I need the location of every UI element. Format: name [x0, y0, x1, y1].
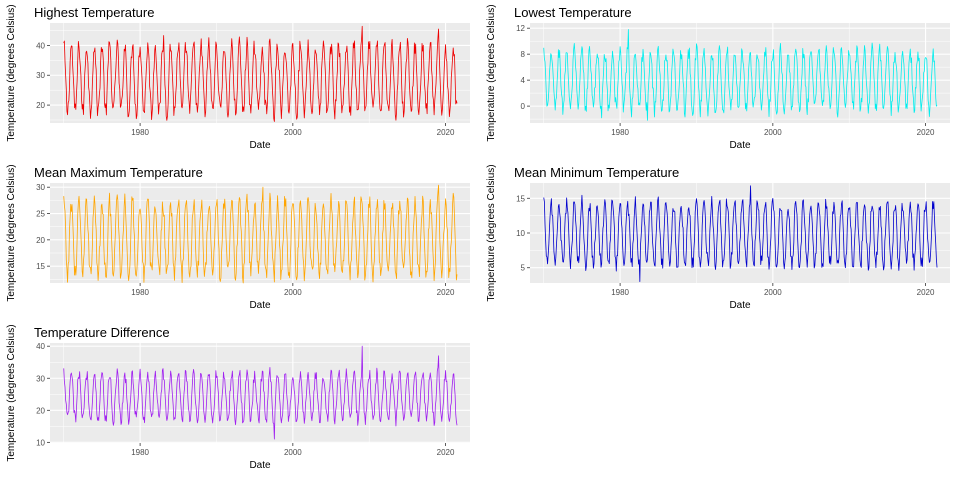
x-tick-label: 2000: [764, 128, 782, 137]
y-axis-label: Temperature (degrees Celsius): [6, 164, 17, 301]
y-tick-label: 20: [36, 101, 45, 110]
x-axis-label: Date: [249, 460, 271, 471]
x-axis-label: Date: [249, 300, 271, 311]
series-line: [63, 345, 458, 440]
x-tick-label: 1980: [611, 288, 629, 297]
x-tick-label: 1980: [131, 448, 149, 457]
y-axis-label: Temperature (degrees Celsius): [486, 4, 497, 141]
x-tick-label: 2000: [284, 128, 302, 137]
x-axis-label: Date: [729, 140, 751, 151]
chart-title: Lowest Temperature: [514, 5, 632, 20]
panel-background: [50, 343, 470, 443]
x-tick-label: 2020: [437, 448, 455, 457]
x-tick-label: 2020: [917, 288, 935, 297]
y-tick-label: 5: [521, 264, 526, 273]
y-tick-label: 0: [521, 102, 526, 111]
x-tick-label: 1980: [131, 128, 149, 137]
y-axis-label: Temperature (degrees Celsius): [6, 4, 17, 141]
x-tick-label: 2020: [437, 128, 455, 137]
y-axis-label: Temperature (degrees Celsius): [6, 324, 17, 461]
series-line: [63, 25, 458, 122]
y-tick-label: 4: [521, 76, 526, 85]
y-tick-label: 20: [36, 406, 45, 415]
y-tick-label: 10: [516, 229, 525, 238]
y-tick-label: 12: [516, 24, 525, 33]
y-tick-label: 40: [36, 342, 45, 351]
series-line: [543, 29, 938, 121]
x-tick-label: 2000: [284, 448, 302, 457]
x-tick-label: 1980: [131, 288, 149, 297]
y-tick-label: 8: [521, 50, 526, 59]
chart-panel: 1980 2000 2020 10 20 30 40 Temperature Differen…: [6, 324, 470, 471]
y-tick-label: 15: [516, 194, 525, 203]
x-tick-label: 2020: [917, 128, 935, 137]
y-tick-label: 25: [36, 210, 45, 219]
x-tick-label: 2020: [437, 288, 455, 297]
y-tick-label: 40: [36, 41, 45, 50]
series-line: [543, 185, 938, 283]
series-line: [63, 184, 458, 284]
panel-background: [530, 23, 950, 123]
y-tick-label: 30: [36, 374, 45, 383]
chart-panel: 1980 2000 2020 5 10 15 Mean Minimum Temperatur…: [486, 164, 950, 311]
chart-title: Temperature Difference: [34, 325, 170, 340]
y-axis-label: Temperature (degrees Celsius): [486, 164, 497, 301]
x-axis-label: Date: [249, 140, 271, 151]
x-tick-label: 2000: [284, 288, 302, 297]
x-axis-label: Date: [729, 300, 751, 311]
chart-title: Mean Maximum Temperature: [34, 165, 203, 180]
x-tick-label: 1980: [611, 128, 629, 137]
chart-panel: 1980 2000 2020 15 20 25 30 Mean Maximum Tempera…: [6, 164, 470, 311]
y-tick-label: 20: [36, 236, 45, 245]
chart-panel: 1980 2000 2020 0 4 8 12 Lowest Temperature Date T…: [486, 4, 950, 151]
y-tick-label: 10: [36, 438, 45, 447]
chart-title: Highest Temperature: [34, 5, 154, 20]
x-tick-label: 2000: [764, 288, 782, 297]
chart-title: Mean Minimum Temperature: [514, 165, 679, 180]
y-tick-label: 30: [36, 183, 45, 192]
y-tick-label: 15: [36, 262, 45, 271]
y-tick-label: 30: [36, 71, 45, 80]
